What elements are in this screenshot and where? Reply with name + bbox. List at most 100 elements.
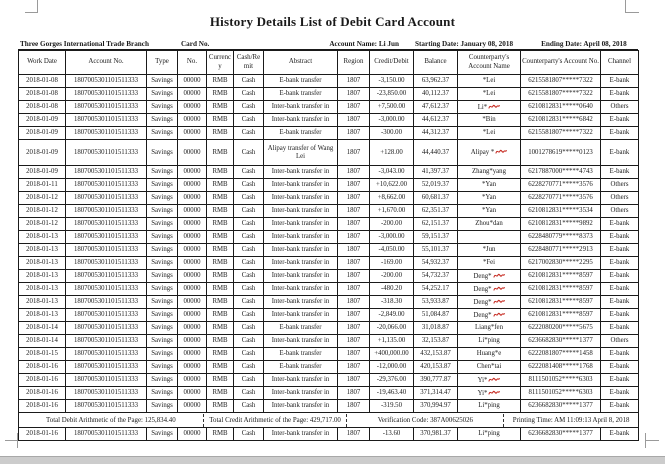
cell-cp_account: 6228270771*****3576 <box>520 191 601 205</box>
cell-amount: -3,043.00 <box>369 165 414 179</box>
cell-channel: Others <box>600 100 639 114</box>
cell-balance: 44,440.37 <box>413 139 458 166</box>
cell-abstract: Inter-bank transfer in <box>263 230 338 244</box>
cell-balance: 31,018.87 <box>413 321 458 335</box>
ending-date: Ending Date: April 08, 2018 <box>541 40 627 48</box>
cell-amount: -4,050.00 <box>369 243 414 257</box>
crop-mark-top-left <box>25 12 38 13</box>
cell-cash_remit: Cash <box>233 269 264 283</box>
cell-cp_name: *Fei <box>457 256 521 270</box>
cell-amount: -12,000.00 <box>369 360 414 374</box>
table-row: 2018-01-13 1807005301101511333 Savings 0000… <box>18 269 639 283</box>
column-header: Type <box>146 50 178 75</box>
column-header: Work Date <box>18 50 66 75</box>
cell-account: 1807005301101511333 <box>65 113 147 127</box>
cell-amount: -2,849.00 <box>369 308 414 322</box>
column-header: Region <box>337 50 370 75</box>
cell-no: 00000 <box>177 87 207 101</box>
cell-region: 1807 <box>337 282 370 296</box>
cell-cp_name: *Lei <box>457 126 521 140</box>
table-row: 2018-01-14 1807005301101511333 Savings 0000… <box>18 321 639 335</box>
cell-account: 1807005301101511333 <box>65 100 147 114</box>
cell-cp_account: 6210812831*****8597 <box>520 308 601 322</box>
cell-no: 00000 <box>177 399 207 413</box>
cell-no: 00000 <box>177 126 207 140</box>
cell-no: 00000 <box>177 295 207 309</box>
cell-no: 00000 <box>177 256 207 270</box>
cell-cp_account: 6236682830*****1377 <box>520 334 601 348</box>
cell-cash_remit: Cash <box>233 217 264 231</box>
table-row: 2018-01-08 1807005301101511333 Savings 0000… <box>18 87 639 101</box>
cell-balance: 55,101.37 <box>413 243 458 257</box>
table-row: 2018-01-13 1807005301101511333 Savings 0000… <box>18 243 639 257</box>
cell-region: 1807 <box>337 373 370 387</box>
cell-channel: E-bank <box>600 321 639 335</box>
cell-amount: +1,135.00 <box>369 334 414 348</box>
cell-date: 2018-01-09 <box>18 113 66 127</box>
cell-cp_name: *Yan <box>457 191 521 205</box>
cell-amount: +400,000.00 <box>369 347 414 361</box>
cell-abstract: E-bank transfer <box>263 347 338 361</box>
cell-no: 00000 <box>177 386 207 400</box>
cell-date: 2018-01-15 <box>18 347 66 361</box>
cell-balance: 44,612.37 <box>413 113 458 127</box>
cell-abstract: Inter-bank transfer in <box>263 243 338 257</box>
cell-date: 2018-01-16 <box>18 399 66 413</box>
crop-mark-bottom-right <box>645 440 659 441</box>
cell-balance: 371,314.47 <box>413 386 458 400</box>
cell-currency: RMB <box>206 204 234 218</box>
cell-balance: 420,153.87 <box>413 360 458 374</box>
cell-date: 2018-01-16 <box>18 386 66 400</box>
cell-currency: RMB <box>206 191 234 205</box>
cell-abstract: Inter-bank transfer in <box>263 386 338 400</box>
cell-cash_remit: Cash <box>233 100 264 114</box>
cell-balance: 370,981.37 <box>413 427 458 441</box>
cell-region: 1807 <box>337 217 370 231</box>
cell-cash_remit: Cash <box>233 74 264 88</box>
cell-region: 1807 <box>337 308 370 322</box>
cell-currency: RMB <box>206 308 234 322</box>
cell-amount: -3,000.00 <box>369 113 414 127</box>
cell-abstract: Alipay transfer of Wang Lei <box>263 139 338 166</box>
red-scribble-annotation <box>493 299 505 304</box>
cell-amount: -19,463.40 <box>369 386 414 400</box>
cell-abstract: E-bank transfer <box>263 87 338 101</box>
cell-date: 2018-01-16 <box>18 373 66 387</box>
cell-date: 2018-01-08 <box>18 100 66 114</box>
cell-region: 1807 <box>337 243 370 257</box>
cell-account: 1807005301101511333 <box>65 386 147 400</box>
cell-currency: RMB <box>206 243 234 257</box>
column-header: No. <box>177 50 207 75</box>
cell-cash_remit: Cash <box>233 113 264 127</box>
cell-abstract: Inter-bank transfer in <box>263 399 338 413</box>
cell-account: 1807005301101511333 <box>65 321 147 335</box>
cell-region: 1807 <box>337 87 370 101</box>
cell-abstract: Inter-bank transfer in <box>263 282 338 296</box>
cell-abstract: Inter-bank transfer in <box>263 113 338 127</box>
cell-balance: 370,994.97 <box>413 399 458 413</box>
cell-currency: RMB <box>206 178 234 192</box>
cell-no: 00000 <box>177 139 207 166</box>
cell-abstract: E-bank transfer <box>263 321 338 335</box>
cell-region: 1807 <box>337 321 370 335</box>
statement-info-line: Three Gorges International Trade Branch … <box>18 36 638 50</box>
cell-cp_name: Yi* <box>457 373 521 387</box>
cell-cp_name: *Jun <box>457 243 521 257</box>
cell-channel: E-bank <box>600 217 639 231</box>
total-debit: Total Debit Arithmetic of the Page: 125,… <box>46 416 176 424</box>
cell-date: 2018-01-13 <box>18 282 66 296</box>
cell-cp_name: Li*ping <box>457 334 521 348</box>
cell-balance: 62,351.37 <box>413 204 458 218</box>
cell-channel: E-bank <box>600 386 639 400</box>
cell-currency: RMB <box>206 100 234 114</box>
cell-amount: -3,000.00 <box>369 230 414 244</box>
cell-type: Savings <box>146 191 178 205</box>
cell-type: Savings <box>146 334 178 348</box>
cell-date: 2018-01-13 <box>18 256 66 270</box>
cell-account: 1807005301101511333 <box>65 126 147 140</box>
cell-region: 1807 <box>337 204 370 218</box>
cell-currency: RMB <box>206 113 234 127</box>
table-row: 2018-01-11 1807005301101511333 Savings 0000… <box>18 178 639 192</box>
cell-currency: RMB <box>206 321 234 335</box>
cell-amount: -169.00 <box>369 256 414 270</box>
